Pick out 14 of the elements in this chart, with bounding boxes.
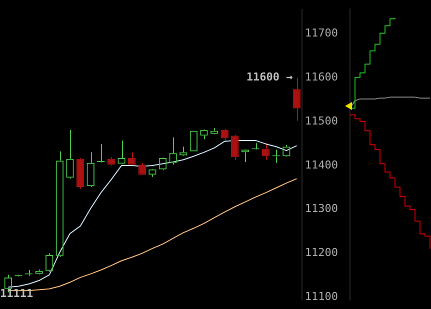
y-tick-label: 11100 — [304, 290, 338, 304]
candlestick — [76, 158, 84, 190]
y-tick-label: 11200 — [304, 246, 338, 260]
candlestick — [97, 143, 105, 162]
candlestick — [292, 77, 301, 122]
y-tick-label: 11500 — [304, 114, 338, 128]
annotation: 11111 — [0, 287, 34, 300]
y-tick-label: 11300 — [304, 202, 338, 216]
y-tick-label: 11700 — [304, 26, 338, 40]
y-tick-label: 11600 — [304, 70, 338, 84]
candlestick — [231, 134, 239, 160]
annotation: 11600 → — [246, 70, 294, 84]
candlestick — [107, 156, 116, 166]
y-tick-label: 11400 — [304, 158, 338, 172]
